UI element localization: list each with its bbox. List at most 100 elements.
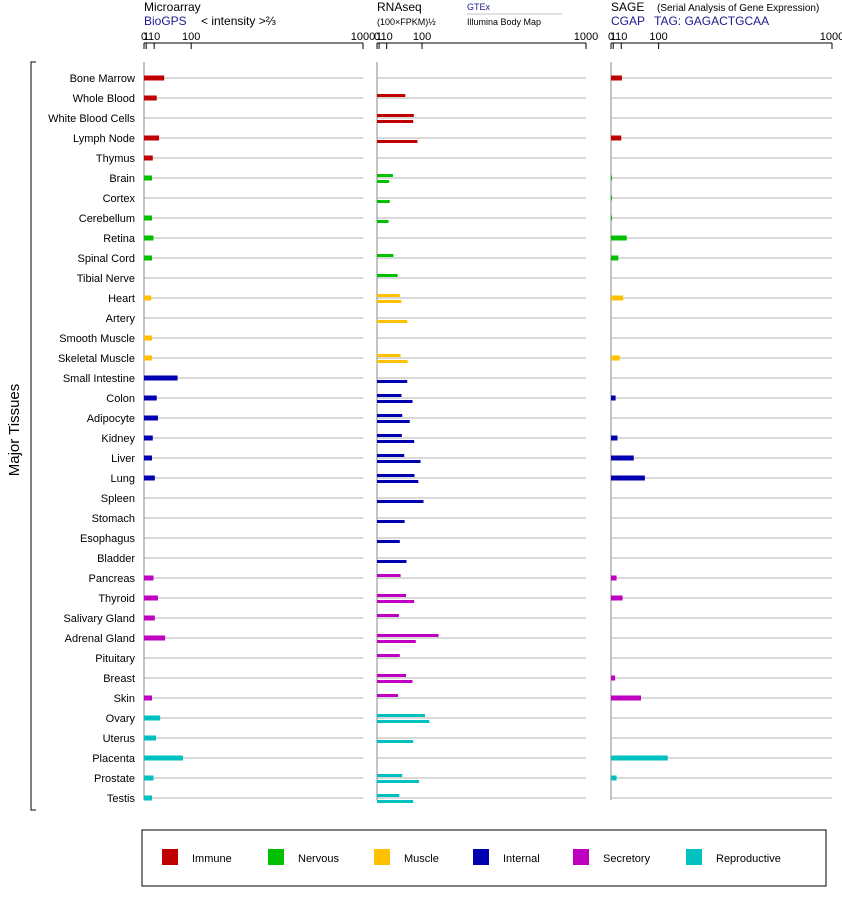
bar-microarray-cerebellum	[144, 215, 153, 221]
bar-sage-skin	[611, 695, 641, 701]
panel-subtitle-note: TAG: GAGACTGCAA	[654, 14, 769, 28]
tissue-label: Skeletal Muscle	[58, 353, 135, 365]
panel-subtitle-note: < intensity >⅔	[201, 14, 276, 28]
bar-microarray-salivary-gland	[144, 615, 155, 621]
tissue-label: Spleen	[101, 493, 135, 505]
bar-microarray-retina	[144, 235, 154, 241]
bar-sage-brain	[611, 175, 612, 181]
legend-label-internal: Internal	[503, 853, 540, 865]
tick-label: 100	[413, 31, 431, 43]
bar-layer	[144, 75, 668, 803]
bar-sage-bone-marrow	[611, 75, 622, 81]
bar-sage-thyroid	[611, 595, 623, 601]
legend: Immune Nervous Muscle Internal Secretory Repr…	[141, 829, 827, 887]
bar-rnaseq-bladder	[377, 560, 407, 563]
tissue-label: Cortex	[103, 193, 136, 205]
tick-label: 0	[141, 31, 147, 43]
bar-rnaseq-salivary-gland	[377, 614, 399, 617]
bar-rnaseq-white-blood-cells	[377, 120, 414, 123]
bar-rnaseq-thyroid	[377, 594, 407, 597]
bar-rnaseq-liver	[377, 460, 421, 463]
bar-rnaseq-ovary	[377, 714, 425, 717]
tissue-label: Small Intestine	[63, 373, 135, 385]
bar-sage-lymph-node	[611, 135, 622, 141]
tissue-bracket	[30, 61, 36, 811]
bar-microarray-bone-marrow	[144, 75, 165, 81]
tissue-label: Salivary Gland	[63, 613, 135, 625]
panel-subtitle: BioGPS	[144, 14, 187, 28]
tick-label: 1000	[351, 31, 375, 43]
tissue-label: Heart	[108, 293, 135, 305]
tissue-label: Smooth Muscle	[59, 333, 135, 345]
bar-microarray-liver	[144, 455, 153, 461]
bar-sage-breast	[611, 675, 616, 681]
tissue-label: Spinal Cord	[78, 253, 135, 265]
bar-microarray-thyroid	[144, 595, 158, 601]
bar-microarray-skeletal-muscle	[144, 355, 153, 361]
tissue-label: Whole Blood	[73, 93, 135, 105]
tick-label: 1	[610, 31, 616, 43]
bar-microarray-smooth-muscle	[144, 335, 153, 341]
tissue-label: Uterus	[103, 733, 136, 745]
bar-rnaseq-tibial-nerve	[377, 274, 398, 277]
bar-sage-retina	[611, 235, 627, 241]
bar-rnaseq-esophagus	[377, 540, 400, 543]
bar-microarray-uterus	[144, 735, 157, 741]
bar-rnaseq-small-intestine	[377, 380, 408, 383]
tissue-label: Brain	[109, 173, 135, 185]
tissue-label: Breast	[103, 673, 135, 685]
tissue-label: Prostate	[94, 773, 135, 785]
bar-microarray-skin	[144, 695, 153, 701]
panel-subtitle: (100×FPKM)½	[377, 17, 436, 27]
bar-rnaseq-adipocyte	[377, 420, 410, 423]
bar-rnaseq-spinal-cord	[377, 254, 394, 257]
bar-microarray-adipocyte	[144, 415, 158, 421]
legend-swatch-muscle	[374, 849, 390, 865]
bar-sage-cerebellum	[611, 215, 612, 221]
bar-rnaseq-lung	[377, 474, 415, 477]
bar-rnaseq-prostate	[377, 780, 419, 783]
bar-microarray-brain	[144, 175, 153, 181]
bar-microarray-testis	[144, 795, 153, 801]
bar-microarray-heart	[144, 295, 152, 301]
bar-sage-prostate	[611, 775, 617, 781]
bar-microarray-placenta	[144, 755, 183, 761]
tick-label: 1000	[574, 31, 598, 43]
legend-swatch-reproductive	[686, 849, 702, 865]
bar-rnaseq-colon	[377, 400, 413, 403]
legend-label-secretory: Secretory	[603, 853, 651, 865]
bar-rnaseq-pancreas	[377, 574, 401, 577]
bar-sage-cortex	[611, 195, 612, 201]
legend-swatch-nervous	[268, 849, 284, 865]
panel-title: Microarray	[144, 0, 201, 14]
bar-rnaseq-heart	[377, 300, 402, 303]
tick-label: 100	[649, 31, 667, 43]
bar-sage-pancreas	[611, 575, 617, 581]
tick-label: 1000	[820, 31, 842, 43]
legend-swatch-internal	[473, 849, 489, 865]
tissue-label: Stomach	[92, 513, 135, 525]
tissue-label: Retina	[103, 233, 136, 245]
bar-rnaseq-prostate	[377, 774, 403, 777]
bar-sage-kidney	[611, 435, 618, 441]
tissue-label: Bladder	[97, 553, 135, 565]
tissue-label: Cerebellum	[79, 213, 135, 225]
panel-title: SAGE	[611, 0, 644, 14]
bar-rnaseq-brain	[377, 180, 390, 183]
bar-rnaseq-brain	[377, 174, 393, 177]
bar-microarray-lung	[144, 475, 155, 481]
bar-rnaseq-liver	[377, 454, 405, 457]
tissue-label: Artery	[106, 313, 136, 325]
series-name-bodymap: Illumina Body Map	[467, 17, 541, 27]
panel-title: RNAseq	[377, 0, 422, 14]
y-axis-label: Major Tissues	[6, 384, 23, 477]
bar-rnaseq-spleen	[377, 500, 424, 503]
legend-swatch-secretory	[573, 849, 589, 865]
bar-microarray-small-intestine	[144, 375, 178, 381]
bar-rnaseq-kidney	[377, 434, 402, 437]
bar-rnaseq-artery	[377, 320, 408, 323]
tick-label: 10	[615, 31, 627, 43]
panel-subtitle: CGAP	[611, 14, 645, 28]
